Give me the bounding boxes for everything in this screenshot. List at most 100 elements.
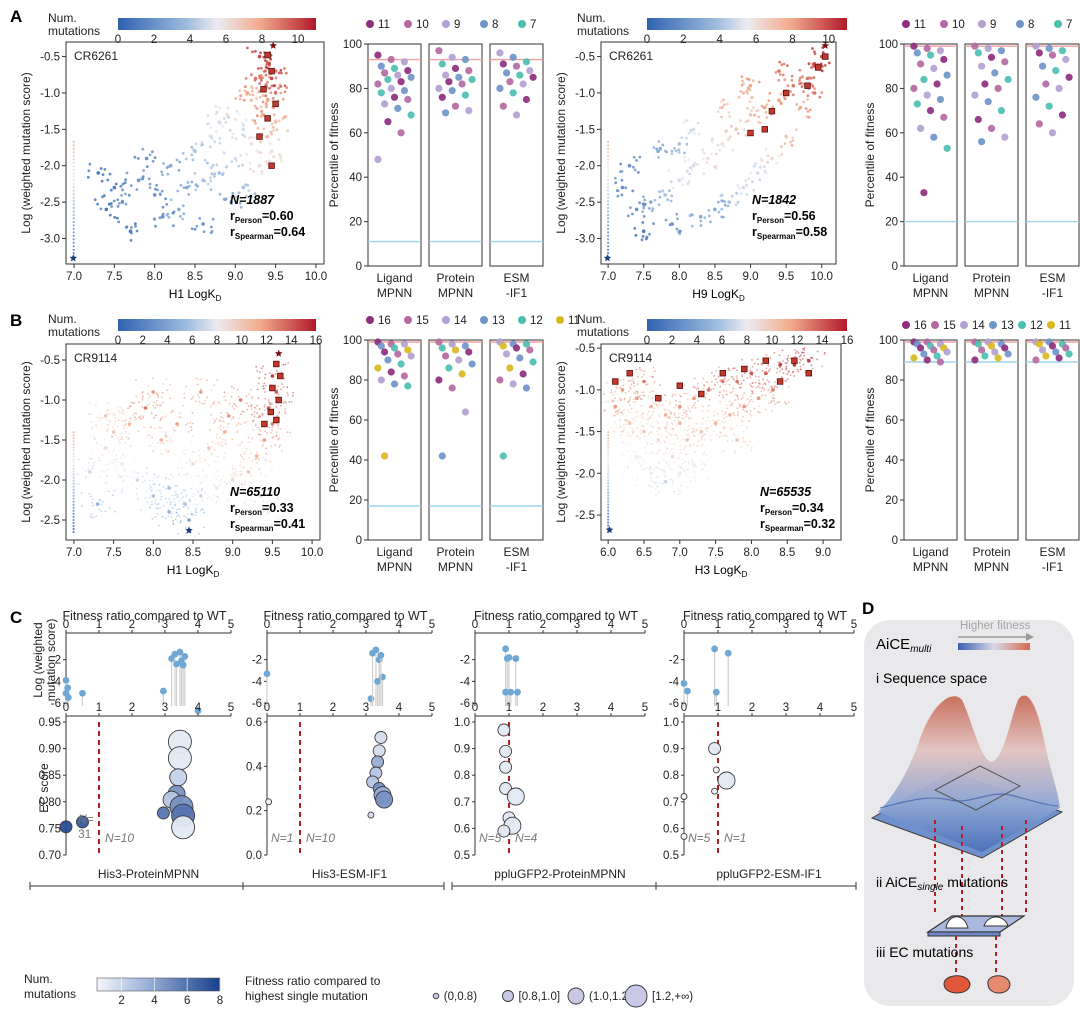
scatter-cloud-point — [640, 405, 643, 407]
scatter-cloud-point — [675, 424, 678, 427]
mutation-colorbar — [118, 18, 316, 30]
panel-d-arrowhead-icon — [1026, 633, 1034, 641]
scatter-cloud-point — [285, 519, 287, 521]
scatter-cloud-point — [172, 519, 175, 522]
scatter-cloud-point — [727, 111, 731, 114]
scatter-cloud-point — [231, 136, 234, 140]
scatter-cloud-point — [663, 393, 666, 396]
scatter-cloud-point — [605, 381, 608, 384]
scatter-cloud-point — [253, 411, 256, 413]
scatter-cloud-point — [750, 384, 753, 387]
scatter-cloud-point — [623, 418, 626, 421]
scatter-cloud-point — [690, 417, 693, 420]
scatter-cloud-point — [714, 378, 717, 381]
scatter-cloud-point — [627, 465, 629, 468]
scatter-cloud-point — [700, 464, 703, 466]
scatter-cloud-point — [748, 413, 751, 416]
scatter-cloud-point — [262, 127, 266, 131]
scatter-cloud-point — [146, 404, 149, 406]
scatter-cloud-point — [670, 448, 673, 450]
scatter-cloud-point — [244, 77, 248, 80]
group-label: His3-ESM-IF1 — [312, 867, 388, 881]
scatter-cloud-point — [241, 133, 245, 137]
scatter-cloud-point — [112, 414, 115, 416]
scatter-cloud-point — [116, 476, 119, 479]
scatter-cloud-point — [238, 493, 241, 495]
scatter-cloud-point — [657, 156, 660, 159]
x-tick-label: 5 — [642, 702, 648, 714]
y-tick-label: -2.0 — [575, 161, 595, 173]
legend-dot — [960, 321, 968, 329]
scatter-point — [720, 105, 724, 110]
scatter-cloud-point — [121, 438, 124, 441]
scatter-cloud-point — [106, 408, 109, 411]
scatter-cloud-point — [265, 492, 268, 494]
scatter-cloud-point — [203, 450, 206, 452]
scatter-cloud-point — [237, 395, 240, 398]
size-legend-label: [1.2,+∞) — [652, 991, 693, 1003]
scatter-cloud-point — [160, 495, 163, 498]
scatter-cloud-point — [268, 160, 272, 164]
scatter-cloud-point — [633, 382, 635, 385]
scatter-cloud-point — [745, 77, 749, 81]
scatter-cloud-point — [774, 71, 778, 74]
scatter-strip-point — [607, 217, 610, 220]
scatter-cloud-point — [667, 431, 670, 434]
scatter-point — [691, 163, 696, 168]
scatter-cloud-point — [254, 500, 257, 503]
scatter-cloud-point — [711, 137, 714, 141]
pearson-stat: rPerson=0.33 — [230, 501, 294, 517]
scatter-cloud-point — [641, 458, 644, 460]
scatter-cloud-point — [747, 403, 750, 405]
colorbar-label-line2: mutations — [48, 325, 100, 339]
y-tick-label: -4 — [460, 676, 471, 688]
scatter-cloud-point — [160, 396, 163, 398]
scatter-cloud-point — [776, 367, 779, 370]
scatter-cloud-point — [641, 376, 643, 378]
scatter-cloud-point — [278, 518, 281, 520]
scatter-cloud-point — [707, 477, 709, 480]
scatter-cloud-point — [767, 99, 771, 102]
scatter-cloud-point — [707, 427, 709, 430]
fitness-point — [930, 64, 938, 72]
sample-size: N=65110 — [230, 485, 280, 499]
scatter-cloud-point — [134, 472, 137, 474]
scatter-strip-point — [607, 175, 610, 178]
colorbar-tick-label: 6 — [719, 335, 725, 347]
scatter-cloud-point — [769, 357, 772, 359]
scatter-cloud-point — [770, 401, 772, 404]
scatter-cloud-point — [658, 415, 661, 417]
scatter-cloud-point — [108, 507, 111, 510]
panel-d-step-2: ii AiCEsingle mutations — [876, 874, 1008, 893]
scatter-cloud-point — [798, 68, 802, 72]
scatter-cloud-point — [177, 425, 179, 428]
fitness-point — [926, 51, 935, 59]
scatter-cloud-point — [640, 369, 643, 372]
scatter-cloud-point — [179, 416, 182, 419]
scatter-cloud-point — [185, 424, 187, 426]
scatter-point — [265, 134, 270, 139]
legend-label: 11 — [378, 19, 390, 31]
scatter-cloud-point — [770, 396, 773, 399]
y-tick-label: 0.6 — [454, 823, 470, 835]
scatter-cloud-point — [159, 442, 162, 445]
scatter-cloud-point — [637, 375, 639, 378]
scatter-strip-point — [72, 193, 75, 196]
scatter-cloud-point — [256, 370, 259, 372]
y-tick-label: 20 — [349, 217, 362, 229]
scatter-cloud-point — [225, 165, 229, 169]
scatter-cloud-point — [744, 133, 748, 137]
scatter-cloud-point — [719, 391, 721, 394]
scatter-cloud-point — [211, 217, 215, 221]
lollipop-head — [64, 694, 72, 701]
scatter-cloud-point — [697, 440, 700, 442]
scatter-cloud-point — [750, 398, 753, 401]
scatter-strip-point — [607, 206, 610, 210]
scatter-cloud-point — [636, 427, 639, 429]
fitness-point — [512, 111, 521, 119]
scatter-strip-point — [72, 210, 75, 213]
scatter-cloud-point — [264, 397, 267, 400]
scatter-cloud-point — [213, 494, 216, 497]
fitness-point — [394, 104, 402, 112]
scatter-cloud-point — [658, 195, 662, 199]
